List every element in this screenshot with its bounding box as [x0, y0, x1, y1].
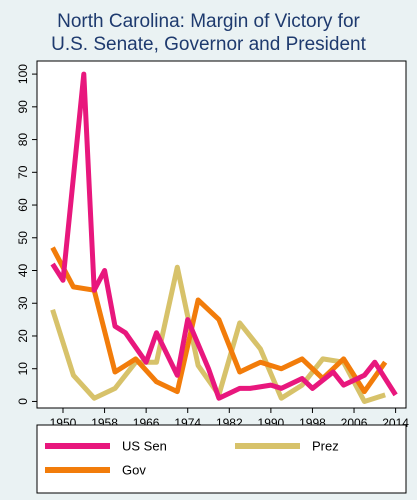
- y-tick-label: 20: [16, 329, 30, 343]
- y-tick-label: 40: [16, 264, 30, 278]
- legend-label-prez: Prez: [312, 439, 339, 454]
- legend-box: [36, 424, 407, 494]
- y-tick-label: 90: [16, 100, 30, 114]
- legend: US Sen Prez Gov: [45, 439, 339, 478]
- y-tick-label: 80: [16, 133, 30, 147]
- plot-area: [36, 60, 407, 409]
- y-tick-label: 10: [16, 362, 30, 376]
- chart-title-line-2: U.S. Senate, Governor and President: [51, 34, 366, 55]
- series-layer: [50, 71, 398, 404]
- y-tick-label: 70: [16, 165, 30, 179]
- y-tick-label: 100: [16, 64, 30, 84]
- y-tick-label: 30: [16, 296, 30, 310]
- legend-label-us-sen: US Sen: [122, 439, 167, 454]
- chart-title-line-1: North Carolina: Margin of Victory for: [57, 11, 360, 32]
- y-tick-label: 0: [16, 398, 30, 405]
- y-tick-label: 60: [16, 198, 30, 212]
- y-tick-label: 50: [16, 231, 30, 245]
- legend-label-gov: Gov: [122, 463, 146, 478]
- series-line-us-sen: [50, 71, 398, 401]
